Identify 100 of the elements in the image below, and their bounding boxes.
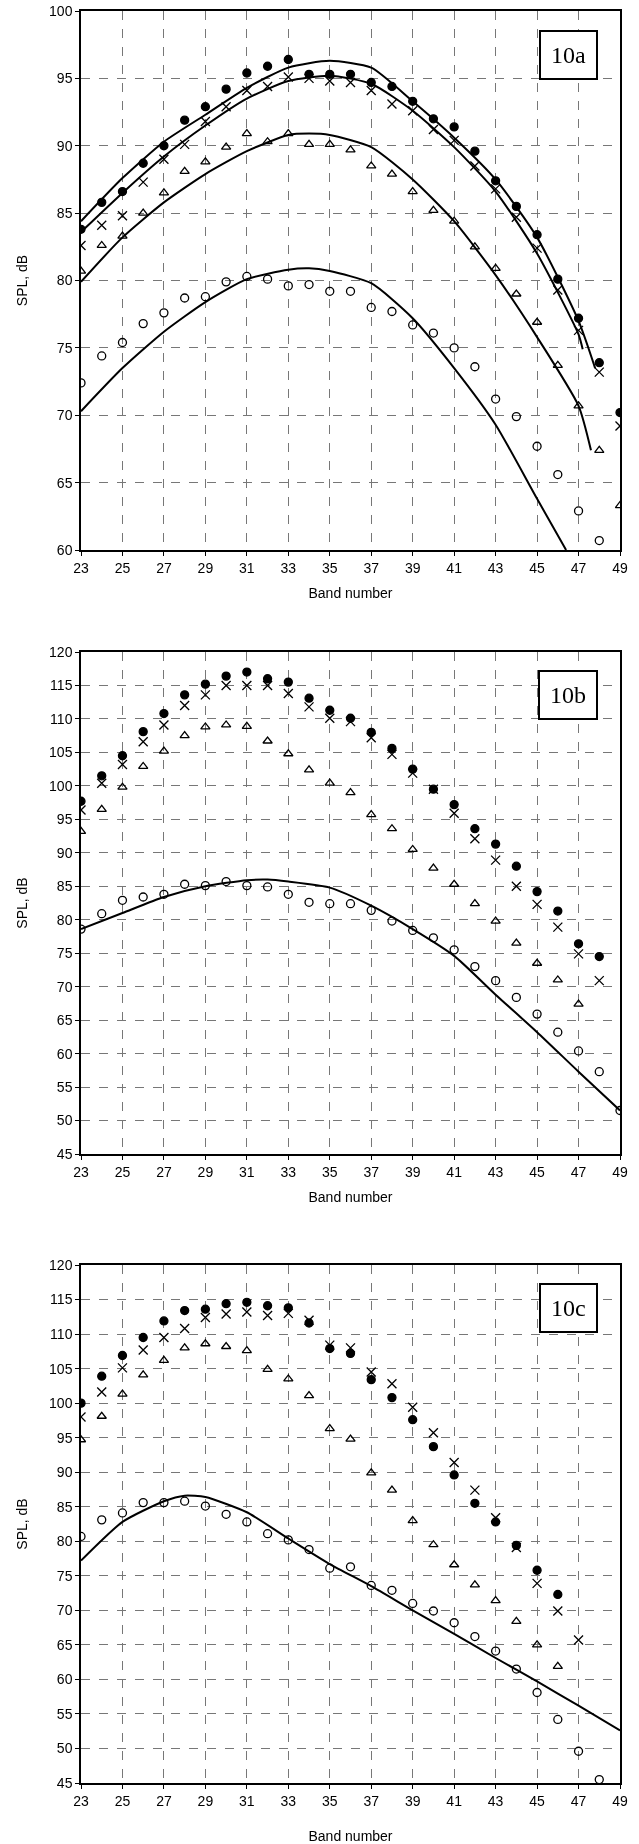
point (242, 68, 252, 78)
point (490, 1512, 501, 1523)
y-tick-label: 70 (56, 407, 73, 424)
y-tick-label: 115 (50, 677, 73, 694)
y-axis-title: SPL, dB (14, 254, 31, 307)
point (532, 886, 542, 897)
y-tick-label: 60 (56, 541, 73, 558)
point (200, 157, 211, 165)
x-tick-label: 43 (487, 1163, 504, 1180)
point (180, 879, 190, 889)
point (200, 1304, 211, 1314)
point (283, 54, 293, 65)
x-tick-label: 35 (321, 559, 338, 576)
point (470, 1498, 480, 1508)
point (345, 286, 356, 296)
point (179, 166, 190, 174)
y-tick-label: 70 (56, 1602, 73, 1619)
point (325, 1563, 335, 1573)
point (200, 116, 211, 127)
x-tick-label: 33 (280, 559, 297, 576)
point (200, 1339, 211, 1347)
y-tick-label: 75 (56, 1567, 73, 1584)
point (283, 1374, 294, 1382)
point (221, 277, 231, 287)
x-tick-label: 25 (114, 1163, 131, 1180)
point (511, 411, 521, 422)
x-tick-label: 43 (487, 1792, 504, 1809)
point (470, 961, 480, 972)
x-tick-label: 27 (156, 559, 172, 576)
point (241, 680, 252, 691)
point (490, 183, 501, 195)
point (594, 445, 605, 453)
y-tick-label: 50 (56, 1740, 73, 1757)
point (511, 992, 521, 1003)
x-tick-label: 49 (612, 1792, 628, 1809)
y-tick-label: 120 (49, 643, 73, 660)
point (200, 1312, 211, 1323)
point (180, 690, 190, 700)
point (345, 77, 356, 88)
point (262, 674, 273, 684)
point (117, 1389, 128, 1397)
point (449, 122, 459, 132)
point (490, 263, 501, 272)
x-tick-label: 29 (197, 559, 214, 576)
point (387, 1585, 397, 1595)
point (117, 751, 128, 761)
point (303, 1390, 315, 1399)
y-tick-label: 80 (56, 272, 73, 289)
point (221, 1299, 231, 1309)
y-tick-label: 70 (56, 978, 73, 995)
point (97, 1371, 107, 1381)
x-tick-label: 37 (363, 1163, 380, 1180)
point (407, 186, 418, 195)
x-tick-label: 33 (280, 1792, 297, 1809)
point (345, 1342, 356, 1354)
point (241, 1345, 253, 1354)
point (200, 689, 211, 700)
point (490, 916, 501, 924)
point (221, 84, 231, 94)
annotation: 10b (550, 682, 586, 708)
point (96, 1386, 107, 1398)
point (573, 939, 584, 949)
y-tick-label: 110 (50, 710, 73, 727)
point (511, 212, 522, 223)
x-tick-label: 37 (363, 559, 380, 576)
point (283, 749, 294, 757)
point (242, 667, 252, 677)
x-tick-label: 43 (487, 559, 504, 576)
point (449, 343, 459, 353)
point (159, 708, 169, 719)
point (386, 1378, 398, 1389)
point (96, 778, 107, 789)
point (428, 933, 439, 943)
point (158, 1332, 170, 1343)
x-tick-label: 47 (570, 1792, 587, 1809)
point (573, 1634, 584, 1646)
point (117, 759, 128, 770)
y-tick-label: 90 (56, 137, 73, 154)
point (407, 105, 418, 116)
point (262, 882, 273, 892)
y-tick-label: 100 (49, 1395, 73, 1412)
point (200, 1501, 211, 1511)
point (490, 394, 501, 404)
y-tick-label: 95 (56, 70, 73, 87)
point (179, 1323, 190, 1334)
point (428, 1442, 439, 1452)
y-tick-label: 115 (50, 1291, 73, 1308)
point (137, 761, 149, 770)
point (179, 731, 190, 739)
point (159, 1497, 169, 1508)
point (179, 139, 190, 150)
point (470, 1631, 480, 1642)
point (366, 1366, 377, 1378)
x-tick-label: 23 (73, 1163, 89, 1180)
annotation: 10a (551, 42, 586, 68)
point (283, 281, 293, 291)
point (159, 1316, 169, 1326)
point (408, 925, 418, 936)
point (262, 1301, 273, 1311)
y-tick-label: 60 (56, 1045, 73, 1062)
